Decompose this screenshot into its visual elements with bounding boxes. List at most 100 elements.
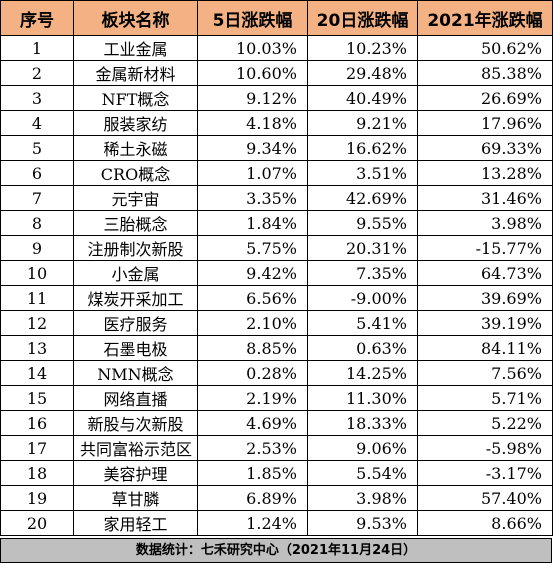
sector-name: 医疗服务 xyxy=(73,310,198,336)
table-row: 6 CRO概念 1.07% 3.51% 13.28% xyxy=(0,160,553,186)
row-index: 6 xyxy=(0,160,74,186)
row-index: 2 xyxy=(0,60,74,86)
change-2021: 3.98% xyxy=(417,210,553,236)
change-2021: 50.62% xyxy=(417,35,553,61)
table-row: 11 煤炭开采加工 6.56% -9.00% 39.69% xyxy=(0,285,553,311)
sector-name: NFT概念 xyxy=(73,85,198,111)
change-2021: 64.73% xyxy=(417,260,553,286)
row-index: 14 xyxy=(0,360,74,386)
change-2021: -15.77% xyxy=(417,235,553,261)
table-row: 12 医疗服务 2.10% 5.41% 39.19% xyxy=(0,310,553,336)
table-body: 1 工业金属 10.03% 10.23% 50.62% 2 金属新材料 10.60% 29.48… xyxy=(0,35,553,536)
change-2021: 26.69% xyxy=(417,85,553,111)
change-5day: 4.69% xyxy=(197,410,308,436)
table-row: 10 小金属 9.42% 7.35% 64.73% xyxy=(0,260,553,286)
change-5day: 1.84% xyxy=(197,210,308,236)
row-index: 16 xyxy=(0,410,74,436)
change-20day: 40.49% xyxy=(307,85,418,111)
row-index: 9 xyxy=(0,235,74,261)
change-20day: 9.53% xyxy=(307,510,418,536)
change-2021: 85.38% xyxy=(417,60,553,86)
table-row: 20 家用轻工 1.24% 9.53% 8.66% xyxy=(0,510,553,536)
sector-name: 金属新材料 xyxy=(73,60,198,86)
change-20day: 3.51% xyxy=(307,160,418,186)
change-5day: 2.53% xyxy=(197,435,308,461)
row-index: 20 xyxy=(0,510,74,536)
table-row: 2 金属新材料 10.60% 29.48% 85.38% xyxy=(0,60,553,86)
row-index: 10 xyxy=(0,260,74,286)
change-20day: 16.62% xyxy=(307,135,418,161)
change-20day: 5.41% xyxy=(307,310,418,336)
row-index: 19 xyxy=(0,485,74,511)
change-20day: 20.31% xyxy=(307,235,418,261)
sector-performance-table: 序号 板块名称 5日涨跌幅 20日涨跌幅 2021年涨跌幅 1 工业金属 10.03… xyxy=(0,0,553,536)
sector-name: NMN概念 xyxy=(73,360,198,386)
change-5day: 5.75% xyxy=(197,235,308,261)
row-index: 12 xyxy=(0,310,74,336)
change-5day: 9.12% xyxy=(197,85,308,111)
sector-name: 共同富裕示范区 xyxy=(73,435,198,461)
sector-name: 煤炭开采加工 xyxy=(73,285,198,311)
change-2021: 5.71% xyxy=(417,385,553,411)
row-index: 1 xyxy=(0,35,74,61)
table-row: 17 共同富裕示范区 2.53% 9.06% -5.98% xyxy=(0,435,553,461)
row-index: 13 xyxy=(0,335,74,361)
sector-name: 工业金属 xyxy=(73,35,198,61)
row-index: 15 xyxy=(0,385,74,411)
sector-name: 三胎概念 xyxy=(73,210,198,236)
change-5day: 10.03% xyxy=(197,35,308,61)
table-row: 8 三胎概念 1.84% 9.55% 3.98% xyxy=(0,210,553,236)
change-2021: 17.96% xyxy=(417,110,553,136)
row-index: 7 xyxy=(0,185,74,211)
change-20day: 10.23% xyxy=(307,35,418,61)
change-20day: 29.48% xyxy=(307,60,418,86)
change-20day: 3.98% xyxy=(307,485,418,511)
change-5day: 9.34% xyxy=(197,135,308,161)
sector-name: 小金属 xyxy=(73,260,198,286)
table-row: 16 新股与次新股 4.69% 18.33% 5.22% xyxy=(0,410,553,436)
change-2021: 7.56% xyxy=(417,360,553,386)
change-5day: 1.07% xyxy=(197,160,308,186)
change-5day: 6.89% xyxy=(197,485,308,511)
table-row: 1 工业金属 10.03% 10.23% 50.62% xyxy=(0,35,553,61)
change-2021: 84.11% xyxy=(417,335,553,361)
sector-name: 注册制次新股 xyxy=(73,235,198,261)
change-2021: -5.98% xyxy=(417,435,553,461)
sector-name: 服装家纺 xyxy=(73,110,198,136)
change-20day: 14.25% xyxy=(307,360,418,386)
header-row: 序号 板块名称 5日涨跌幅 20日涨跌幅 2021年涨跌幅 xyxy=(0,0,553,36)
change-5day: 1.24% xyxy=(197,510,308,536)
change-20day: 9.06% xyxy=(307,435,418,461)
sector-name: 网络直播 xyxy=(73,385,198,411)
change-20day: 9.55% xyxy=(307,210,418,236)
table-row: 7 元宇宙 3.35% 42.69% 31.46% xyxy=(0,185,553,211)
table-row: 3 NFT概念 9.12% 40.49% 26.69% xyxy=(0,85,553,111)
sector-name: 草甘膦 xyxy=(73,485,198,511)
row-index: 11 xyxy=(0,285,74,311)
change-2021: 13.28% xyxy=(417,160,553,186)
change-5day: 0.28% xyxy=(197,360,308,386)
change-2021: 8.66% xyxy=(417,510,553,536)
change-2021: 69.33% xyxy=(417,135,553,161)
header-2021-change: 2021年涨跌幅 xyxy=(417,0,553,36)
sector-name: CRO概念 xyxy=(73,160,198,186)
change-20day: 18.33% xyxy=(307,410,418,436)
sector-name: 美容护理 xyxy=(73,460,198,486)
change-20day: -9.00% xyxy=(307,285,418,311)
change-5day: 6.56% xyxy=(197,285,308,311)
change-20day: 11.30% xyxy=(307,385,418,411)
change-5day: 8.85% xyxy=(197,335,308,361)
change-5day: 2.19% xyxy=(197,385,308,411)
change-2021: -3.17% xyxy=(417,460,553,486)
change-20day: 42.69% xyxy=(307,185,418,211)
change-20day: 7.35% xyxy=(307,260,418,286)
row-index: 5 xyxy=(0,135,74,161)
change-2021: 31.46% xyxy=(417,185,553,211)
row-index: 17 xyxy=(0,435,74,461)
change-20day: 9.21% xyxy=(307,110,418,136)
change-5day: 2.10% xyxy=(197,310,308,336)
change-5day: 1.85% xyxy=(197,460,308,486)
sector-name: 元宇宙 xyxy=(73,185,198,211)
table-row: 15 网络直播 2.19% 11.30% 5.71% xyxy=(0,385,553,411)
header-sector-name: 板块名称 xyxy=(73,0,198,36)
